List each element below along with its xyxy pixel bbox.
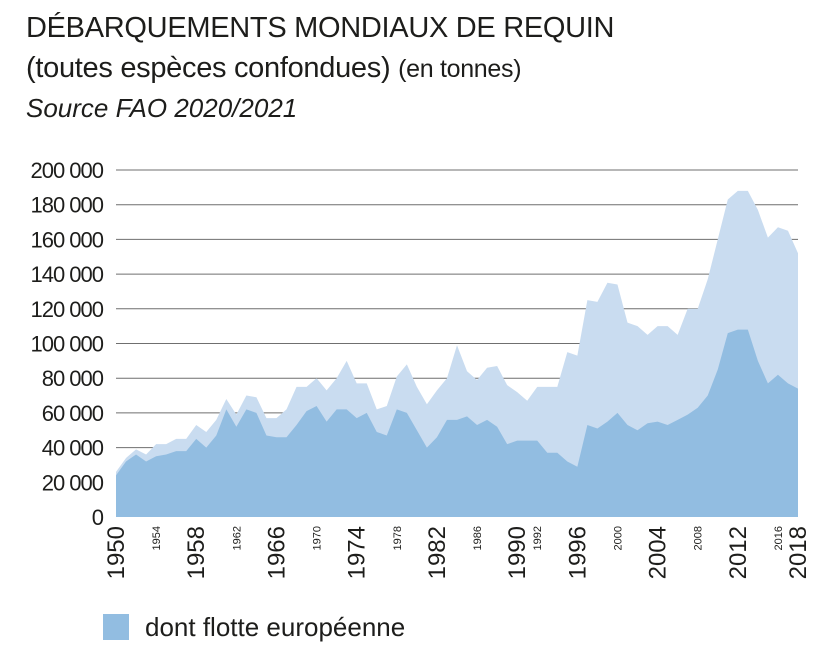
x-tick-label: 2000 (612, 526, 624, 550)
chart-title: DÉBARQUEMENTS MONDIAUX DE REQUIN (26, 12, 615, 44)
subtitle-main: (toutes espèces confondues) (26, 52, 391, 84)
area-series (116, 190, 798, 517)
x-tick-label: 2012 (725, 526, 752, 579)
x-tick-label: 2016 (773, 526, 785, 550)
x-tick-label: 1992 (532, 526, 544, 550)
y-tick-label: 180 000 (30, 193, 103, 218)
subtitle-unit: (en tonnes) (398, 55, 522, 83)
x-tick-label: 2018 (785, 526, 812, 579)
x-tick-label: 1978 (392, 526, 404, 550)
x-tick-label: 2004 (645, 526, 672, 579)
x-tick-label: 1986 (472, 526, 484, 550)
x-tick-label: 1990 (504, 526, 531, 579)
x-tick-label: 1954 (151, 526, 163, 550)
chart-subtitle: (toutes espèces confondues) (en tonnes) (26, 50, 522, 87)
y-tick-label: 140 000 (30, 262, 103, 287)
y-tick-label: 60 000 (42, 401, 104, 426)
legend-label: dont flotte européenne (145, 611, 406, 642)
y-tick-label: 40 000 (42, 436, 104, 461)
legend-swatch (103, 614, 129, 640)
y-tick-label: 120 000 (30, 297, 103, 322)
x-tick-label: 1982 (424, 526, 451, 579)
y-tick-label: 200 000 (30, 158, 103, 183)
y-tick-label: 80 000 (42, 366, 104, 391)
y-tick-label: 160 000 (30, 227, 103, 252)
area-chart: 0 20 000 40 000 60 000 80 000 100 000 120 000 1… (30, 158, 812, 579)
legend: dont flotte européenne (103, 610, 405, 644)
x-tick-label: 1970 (312, 526, 324, 550)
x-tick-label: 1974 (344, 526, 371, 579)
series-european-fleet-area (116, 329, 798, 517)
y-tick-label: 20 000 (42, 470, 104, 495)
y-tick-label: 100 000 (30, 332, 103, 357)
x-tick-label: 1962 (231, 526, 243, 550)
x-axis-labels: 1950 1954 1958 1962 1966 1970 1974 1978 1982 1986… (103, 526, 812, 579)
chart-source: Source FAO 2020/2021 (26, 93, 298, 123)
x-tick-label: 1958 (183, 526, 210, 579)
y-axis-labels: 0 20 000 40 000 60 000 80 000 100 000 120 000 1… (30, 158, 104, 530)
x-tick-label: 1950 (103, 526, 130, 579)
x-tick-label: 1996 (564, 526, 591, 579)
y-tick-label: 0 (92, 505, 104, 530)
x-tick-label: 2008 (693, 526, 705, 550)
x-tick-label: 1966 (263, 526, 290, 579)
